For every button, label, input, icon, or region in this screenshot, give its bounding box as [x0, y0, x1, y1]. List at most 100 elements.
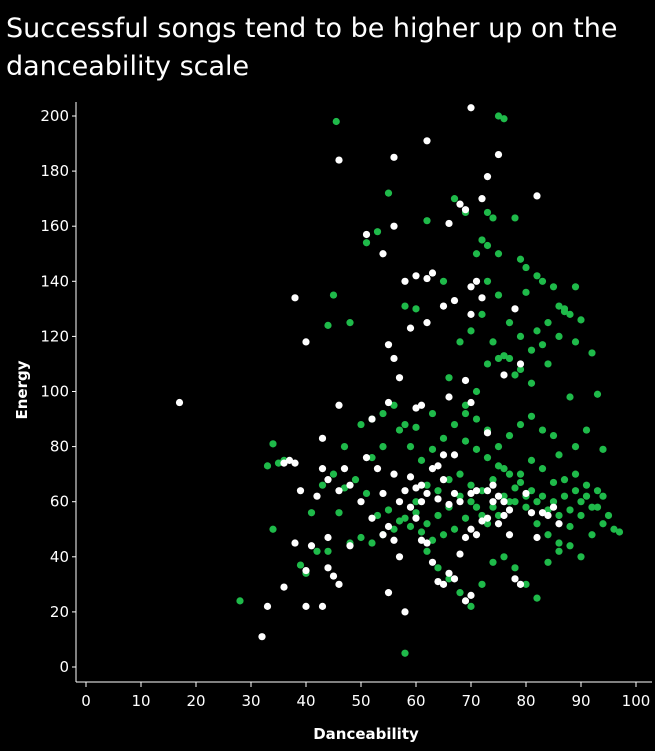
green-data-point [434, 511, 442, 520]
green-data-point [467, 602, 475, 610]
green-data-point [538, 341, 547, 349]
green-data-point [582, 492, 591, 500]
green-data-point [544, 360, 552, 368]
white-data-point [483, 173, 492, 181]
white-data-point [390, 536, 398, 544]
white-data-point [412, 272, 420, 280]
white-data-point [483, 429, 492, 437]
white-data-point [445, 393, 453, 401]
green-data-point [412, 509, 420, 517]
green-data-point [555, 511, 563, 520]
white-data-point [296, 487, 305, 495]
white-data-point [450, 296, 459, 305]
white-data-point [390, 354, 398, 363]
green-data-point [401, 302, 409, 310]
green-data-point [417, 456, 426, 464]
white-data-point [401, 277, 409, 285]
white-data-point [450, 575, 459, 583]
green-data-point [412, 423, 420, 431]
green-data-point [395, 426, 404, 434]
white-data-point [472, 531, 481, 539]
x-tick-label: 20 [186, 692, 205, 710]
green-data-point [483, 241, 492, 250]
green-data-point [538, 426, 547, 434]
green-data-point [610, 525, 618, 533]
white-data-point [423, 539, 431, 547]
green-data-point [533, 498, 541, 506]
green-data-point [527, 412, 536, 420]
green-data-point [461, 514, 470, 522]
axes: 0 20 40 60 80 100 120 140 160 180 200 0 10 20 30 40 50 60… [40, 102, 652, 710]
white-data-point [428, 465, 437, 473]
white-data-point [467, 591, 475, 599]
green-data-point [362, 489, 371, 498]
white-data-point [285, 456, 294, 464]
green-data-point [296, 561, 305, 569]
white-data-point [412, 514, 420, 522]
white-data-point [423, 489, 431, 498]
white-data-point [445, 569, 453, 577]
white-data-point [412, 484, 420, 492]
green-data-point [329, 291, 338, 299]
green-data-point [483, 454, 492, 462]
green-data-point [593, 487, 602, 495]
green-data-point [494, 462, 503, 470]
white-data-point [500, 371, 508, 379]
white-data-point [522, 489, 530, 498]
white-data-point [423, 274, 431, 283]
green-data-point [566, 522, 574, 531]
green-data-point [511, 371, 519, 379]
green-data-point [522, 580, 530, 588]
green-data-point [566, 542, 574, 550]
green-data-point [357, 420, 365, 429]
green-data-point [445, 575, 453, 583]
green-data-point [423, 481, 431, 489]
white-data-point [390, 470, 398, 478]
green-data-point [571, 338, 580, 346]
white-data-point [384, 341, 393, 349]
green-data-point [577, 511, 585, 520]
white-data-point [467, 525, 475, 533]
white-data-point [329, 572, 338, 580]
green-data-point [472, 387, 481, 396]
green-data-point [571, 443, 580, 451]
white-data-point [494, 520, 503, 528]
x-tick-label: 0 [81, 692, 91, 710]
green-data-point [373, 511, 382, 520]
green-data-point [263, 462, 272, 470]
white-data-point [467, 310, 475, 318]
white-data-point [406, 473, 415, 481]
green-data-point [494, 250, 503, 258]
white-data-point [461, 597, 470, 605]
green-data-point [560, 476, 569, 484]
green-data-point [478, 511, 486, 520]
green-data-point [307, 509, 316, 517]
green-data-point [274, 459, 283, 467]
green-data-point [511, 484, 519, 492]
white-data-point [302, 602, 310, 610]
green-data-point [335, 509, 343, 517]
white-data-point [406, 324, 415, 332]
white-data-point [175, 398, 184, 407]
green-data-point [533, 520, 541, 528]
green-data-point [456, 492, 464, 500]
green-data-point [555, 539, 563, 547]
white-data-point [423, 319, 431, 327]
white-data-point [373, 465, 382, 473]
green-data-point [549, 431, 558, 440]
white-data-point [472, 277, 481, 285]
white-data-point [505, 531, 514, 539]
white-data-point [291, 294, 299, 302]
white-data-point [467, 283, 475, 291]
green-data-point [450, 525, 459, 533]
green-data-point [571, 283, 580, 291]
white-data-point [302, 338, 310, 346]
green-data-point [445, 374, 453, 382]
green-data-point [516, 420, 525, 429]
green-data-point [269, 525, 277, 533]
x-tick-label: 40 [296, 692, 315, 710]
white-data-point [456, 550, 464, 558]
white-data-point [544, 511, 552, 520]
green-data-point [428, 445, 437, 453]
white-data-point [318, 434, 327, 442]
